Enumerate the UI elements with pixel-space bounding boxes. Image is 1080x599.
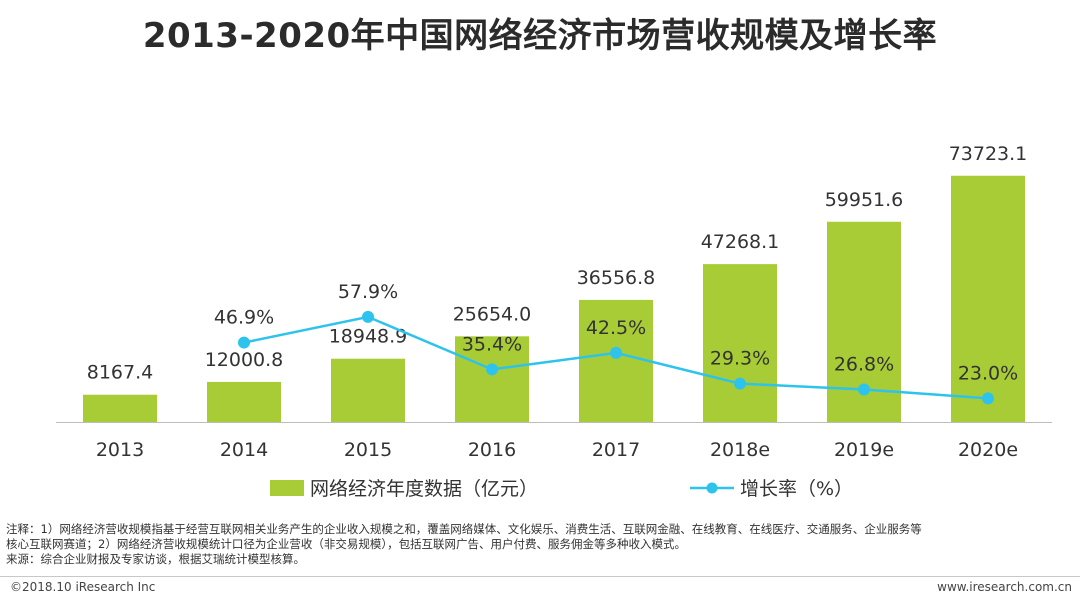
footer-divider bbox=[0, 576, 1080, 577]
bar-2013 bbox=[83, 394, 157, 422]
x-tick-label: 2018e bbox=[710, 439, 770, 461]
bar-2016 bbox=[455, 336, 529, 422]
growth-value-label: 35.4% bbox=[462, 333, 522, 355]
legend-item-revenue: 网络经济年度数据（亿元） bbox=[270, 474, 538, 501]
growth-value-label: 29.3% bbox=[710, 348, 770, 370]
growth-value-label: 46.9% bbox=[214, 307, 274, 329]
legend-line-swatch bbox=[690, 482, 734, 493]
x-tick-label: 2017 bbox=[592, 439, 640, 461]
growth-point-2018e bbox=[734, 377, 746, 390]
growth-value-label: 23.0% bbox=[958, 362, 1018, 384]
bar-value-label: 36556.8 bbox=[577, 267, 656, 289]
note-line-2: 核心互联网赛道；2）网络经济营收规模统计口径为企业营收（非交易规模），包括互联网… bbox=[6, 537, 687, 551]
note-source: 来源：综合企业财报及专家访谈，根据艾瑞统计模型核算。 bbox=[6, 552, 305, 566]
x-tick-label: 2014 bbox=[220, 439, 268, 461]
growth-point-2017 bbox=[610, 346, 622, 359]
bar-value-label: 18948.9 bbox=[329, 326, 408, 348]
bar-value-label: 25654.0 bbox=[453, 303, 532, 325]
growth-value-label: 57.9% bbox=[338, 281, 398, 303]
chart-canvas: 8167.4 2013 12000.8 2014 18948.9 2015 25654.0 2… bbox=[56, 143, 1052, 461]
x-tick-label: 2015 bbox=[344, 439, 392, 461]
bar-2015 bbox=[331, 358, 405, 422]
legend-label-growth: 增长率（%） bbox=[740, 478, 854, 500]
footer-website[interactable]: www.iresearch.com.cn bbox=[937, 580, 1072, 594]
growth-value-label: 42.5% bbox=[586, 317, 646, 339]
legend-label-revenue: 网络经济年度数据（亿元） bbox=[310, 478, 539, 500]
bar-2017 bbox=[579, 299, 653, 422]
bar-value-label: 12000.8 bbox=[205, 349, 284, 371]
bar-value-label: 8167.4 bbox=[87, 362, 153, 384]
bar-2020e bbox=[951, 175, 1025, 422]
chart-notes: 注释：1）网络经济营收规模指基于经营互联网相关业务产生的企业收入规模之和，覆盖网… bbox=[6, 522, 1074, 567]
bar-value-label: 47268.1 bbox=[701, 231, 780, 253]
x-tick-label: 2016 bbox=[468, 439, 516, 461]
bar-value-label: 59951.6 bbox=[825, 189, 904, 211]
bar-value-label: 73723.1 bbox=[949, 143, 1028, 165]
legend-bar-swatch bbox=[270, 479, 304, 496]
footer-copyright: ©2018.10 iResearch Inc bbox=[10, 580, 156, 594]
growth-value-label: 26.8% bbox=[834, 353, 894, 375]
chart-title: 2013-2020年中国网络经济市场营收规模及增长率 bbox=[142, 16, 938, 56]
growth-point-2019e bbox=[858, 383, 870, 396]
growth-point-2016 bbox=[486, 363, 498, 376]
note-line-1: 注释：1）网络经济营收规模指基于经营互联网相关业务产生的企业收入规模之和，覆盖网… bbox=[6, 522, 922, 536]
legend-item-growth: 增长率（%） bbox=[690, 474, 853, 501]
growth-point-2015 bbox=[362, 310, 374, 323]
bar-2018e bbox=[703, 264, 777, 422]
x-tick-label: 2020e bbox=[958, 439, 1018, 461]
bar-2014 bbox=[207, 381, 281, 422]
growth-point-2020e bbox=[982, 392, 994, 405]
growth-point-2014 bbox=[238, 336, 250, 349]
x-tick-label: 2019e bbox=[834, 439, 894, 461]
x-tick-label: 2013 bbox=[96, 439, 144, 461]
